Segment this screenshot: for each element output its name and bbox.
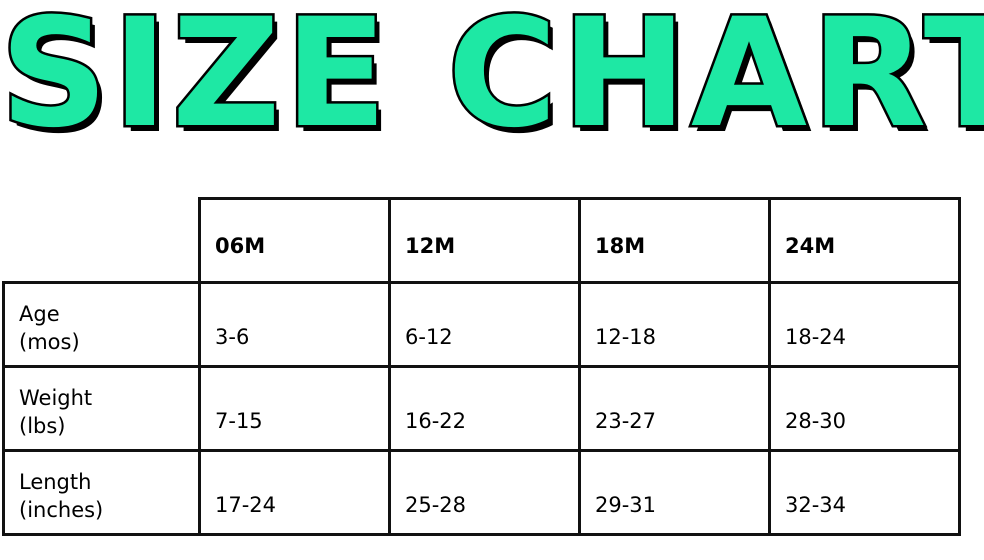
row-header: Age (mos) [2, 281, 201, 368]
row-unit: (inches) [19, 498, 104, 522]
table-cell: 23-27 [578, 365, 771, 452]
table-row: Age (mos) 3-6 6-12 12-18 18-24 [2, 281, 961, 368]
table-row: Length (inches) 17-24 25-28 29-31 32-34 [2, 449, 961, 536]
table-cell: 28-30 [768, 365, 961, 452]
row-label: Length [19, 470, 92, 494]
row-label: Age [19, 302, 60, 326]
table-cell: 18-24 [768, 281, 961, 368]
page-title: SIZE CHART [0, 0, 984, 161]
size-table: 06M 12M 18M 24M Age (mos) 3-6 6-12 12-18 … [2, 197, 961, 536]
row-label: Weight [19, 386, 93, 410]
table-cell: 32-34 [768, 449, 961, 536]
table-header-row: 06M 12M 18M 24M [3, 197, 961, 284]
column-header: 12M [388, 197, 581, 284]
table-cell: 25-28 [388, 449, 581, 536]
row-unit: (lbs) [19, 414, 66, 438]
table-row: Weight (lbs) 7-15 16-22 23-27 28-30 [2, 365, 961, 452]
column-header: 18M [578, 197, 771, 284]
row-header: Length (inches) [2, 449, 201, 536]
table-cell: 12-18 [578, 281, 771, 368]
table-cell: 17-24 [198, 449, 391, 536]
column-header: 06M [198, 197, 391, 284]
table-cell: 16-22 [388, 365, 581, 452]
table-cell: 29-31 [578, 449, 771, 536]
column-header: 24M [768, 197, 961, 284]
corner-cell [3, 198, 201, 284]
table-cell: 3-6 [198, 281, 391, 368]
row-header: Weight (lbs) [2, 365, 201, 452]
table-cell: 7-15 [198, 365, 391, 452]
row-unit: (mos) [19, 330, 80, 354]
table-cell: 6-12 [388, 281, 581, 368]
